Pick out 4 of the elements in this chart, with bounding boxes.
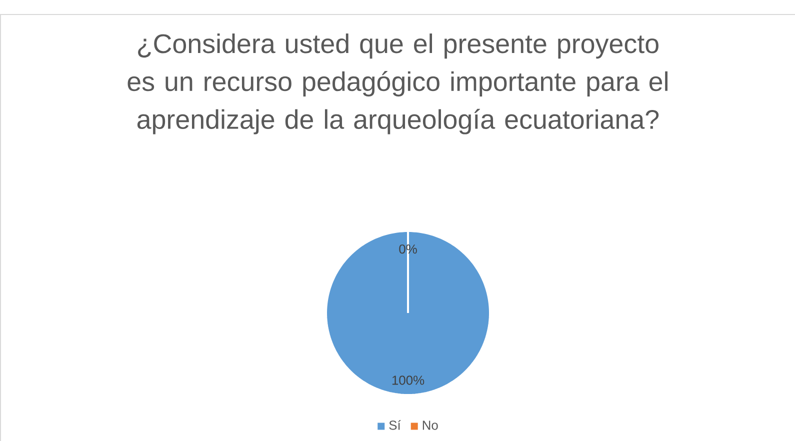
data-label: 100% (392, 376, 424, 385)
legend-label: No (422, 420, 438, 430)
legend-label: Sí (389, 420, 401, 430)
chart-title: ¿Considera usted que el presente proyecto es un recurso pedagógico importante para el aprendizaje de la arqueología ecuatoriana? (128, 34, 668, 134)
